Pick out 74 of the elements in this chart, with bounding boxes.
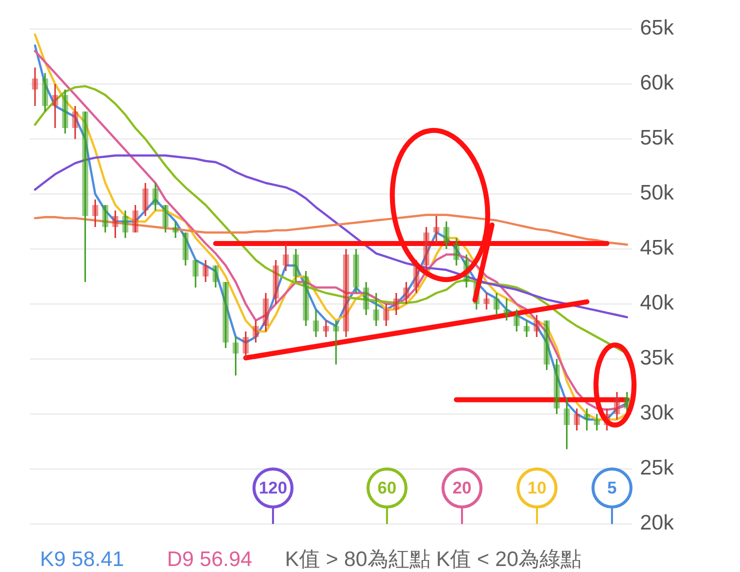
candlestick — [262, 292, 269, 332]
candlestick — [112, 210, 118, 239]
candlestick — [584, 408, 590, 432]
text: K值 > 80為紅點 K值 < 20為綠點 — [285, 548, 582, 571]
y-tick-label: 45k — [640, 236, 674, 260]
candlestick — [212, 264, 219, 288]
candlestick — [172, 220, 178, 239]
y-tick-label: 60k — [640, 72, 674, 95]
candlestick — [102, 204, 108, 234]
candlestick — [423, 226, 430, 272]
text: 5 — [607, 478, 617, 498]
candlestick — [403, 281, 410, 305]
candlestick — [564, 396, 570, 450]
y-tick-label: 50k — [640, 182, 674, 205]
text: 20 — [452, 478, 472, 498]
candlestick — [192, 259, 199, 288]
y-tick-label: 65k — [640, 16, 674, 40]
y-tick-label: 30k — [640, 402, 674, 425]
candlestick — [443, 220, 450, 250]
candlestick — [363, 281, 370, 316]
text: 120 — [258, 478, 288, 498]
candlestick — [594, 413, 600, 432]
candlestick — [122, 210, 128, 239]
y-tick-label: 55k — [640, 126, 674, 150]
candlestick — [132, 204, 138, 234]
candlestick — [373, 292, 380, 327]
candlestick — [302, 270, 309, 327]
candlestick — [182, 232, 189, 266]
candlestick — [484, 292, 490, 310]
candlestick — [333, 320, 340, 366]
y-tick-label: 35k — [640, 346, 674, 370]
candlestick — [82, 110, 88, 283]
candlestick — [453, 237, 460, 266]
candlestick — [504, 298, 510, 322]
y-tick-label: 25k — [640, 456, 674, 480]
candlestick — [282, 242, 289, 272]
candlestick — [162, 204, 168, 234]
candlestick — [62, 88, 68, 134]
text: 60 — [378, 478, 396, 498]
candlestick — [32, 66, 38, 107]
candlestick — [142, 182, 148, 217]
candlestick — [92, 198, 98, 228]
candlestick — [252, 320, 259, 344]
candlestick — [544, 320, 550, 371]
candlestick — [383, 303, 390, 327]
candlestick — [614, 391, 620, 420]
candlestick — [494, 292, 500, 316]
candlestick — [272, 259, 279, 305]
candlestick — [152, 182, 158, 212]
candlestick — [312, 308, 319, 338]
candlestick — [42, 72, 48, 112]
candlestick — [52, 83, 58, 129]
candlestick — [292, 248, 299, 283]
candlestick — [534, 314, 540, 338]
candlestick — [554, 358, 560, 415]
y-tick-label: 20k — [640, 512, 674, 535]
candlestick — [222, 281, 229, 349]
candlestick — [322, 320, 329, 338]
line-series — [34, 154, 628, 318]
candlestick — [242, 330, 249, 360]
candlestick — [433, 215, 440, 244]
candlestick — [343, 248, 350, 338]
candlestick — [353, 248, 360, 294]
candlestick — [514, 308, 520, 332]
candlestick — [232, 336, 239, 376]
candlestick — [72, 105, 78, 140]
candlestick — [393, 292, 400, 316]
candlestick — [202, 259, 209, 283]
y-tick-label: 40k — [640, 292, 674, 315]
text: 10 — [528, 478, 546, 498]
candlestick — [574, 408, 580, 432]
candlestick — [524, 320, 530, 338]
text: D9 56.94 — [167, 548, 253, 571]
text: K9 58.41 — [40, 548, 124, 571]
